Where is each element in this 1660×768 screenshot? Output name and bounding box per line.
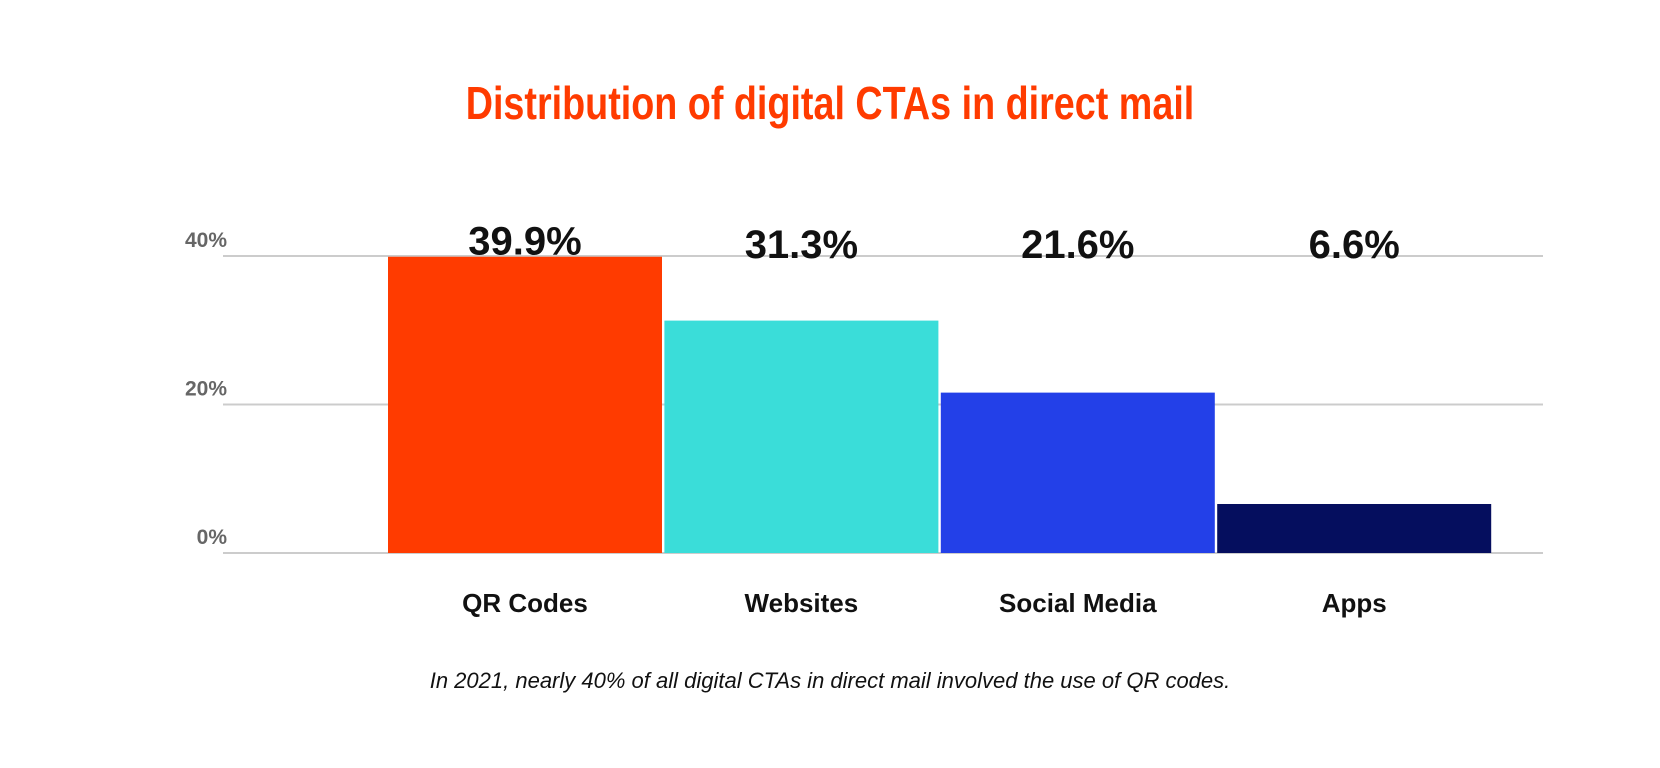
data-label: 31.3% [745, 223, 858, 267]
y-tick-label: 20% [185, 378, 227, 401]
chart-caption: In 2021, nearly 40% of all digital CTAs … [429, 668, 1231, 693]
x-tick-label: Social Media [999, 588, 1157, 618]
chart-title: Distribution of digital CTAs in direct m… [465, 77, 1195, 129]
data-label: 21.6% [1021, 223, 1134, 267]
bar-apps [1217, 503, 1492, 553]
data-label: 39.9% [468, 220, 581, 264]
y-tick-label: 0% [197, 526, 228, 549]
y-tick-label: 40% [185, 229, 227, 252]
bar-qr-codes [388, 256, 662, 553]
bar-websites [664, 320, 939, 553]
x-tick-label: Apps [1322, 588, 1387, 618]
x-tick-label: Websites [745, 588, 859, 618]
bar-social-media [940, 392, 1215, 553]
x-tick-label: QR Codes [462, 588, 588, 618]
data-label: 6.6% [1309, 223, 1400, 267]
